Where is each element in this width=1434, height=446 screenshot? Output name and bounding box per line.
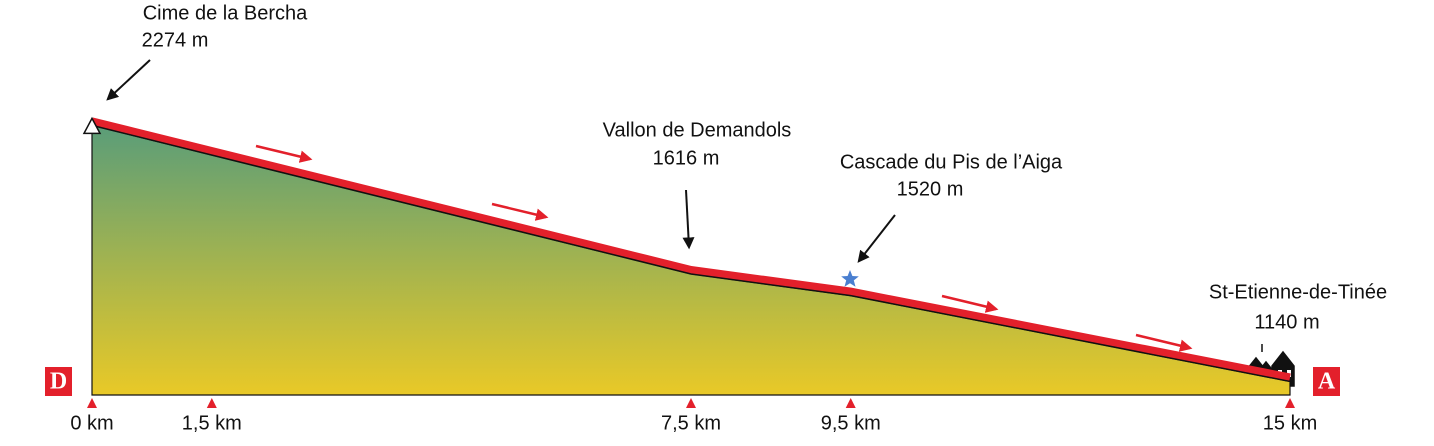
pointer-arrow	[682, 189, 695, 250]
summit-icon	[82, 116, 102, 135]
x-tick-label: 1,5 km	[182, 412, 242, 434]
point-name: Cime de la Bercha	[143, 2, 308, 24]
start-badge: D	[45, 367, 72, 396]
elevation-label: 1616 m	[653, 147, 720, 169]
x-tick-label: 7,5 km	[661, 412, 721, 434]
elevation-label: 2274 m	[142, 29, 209, 51]
direction-arrows	[255, 144, 1193, 352]
point-name: Cascade du Pis de l’Aiga	[840, 151, 1063, 173]
x-tick-mark	[845, 398, 856, 408]
x-tick-mark	[87, 398, 97, 408]
elevation-label: 1520 m	[897, 178, 964, 200]
elevation-label: 1140 m	[1254, 311, 1319, 333]
star-icon	[841, 270, 859, 287]
route-line	[91, 117, 1291, 382]
end-badge: A	[1313, 367, 1340, 396]
pointer-arrow	[106, 59, 151, 101]
x-tick-mark	[1285, 398, 1295, 408]
profile-edge	[91, 124, 1291, 383]
x-tick-label: 0 km	[70, 412, 113, 434]
x-tick-mark	[206, 398, 217, 408]
pointer-arrow	[857, 214, 896, 263]
x-tick-label: 15 km	[1263, 412, 1317, 434]
start-label: D	[50, 369, 67, 395]
x-tick-label: 9,5 km	[821, 412, 881, 434]
end-label: A	[1318, 369, 1336, 395]
point-name: Vallon de Demandols	[603, 119, 792, 141]
point-name: St-Etienne-de-Tinée	[1209, 281, 1387, 303]
x-tick-mark	[686, 398, 696, 408]
